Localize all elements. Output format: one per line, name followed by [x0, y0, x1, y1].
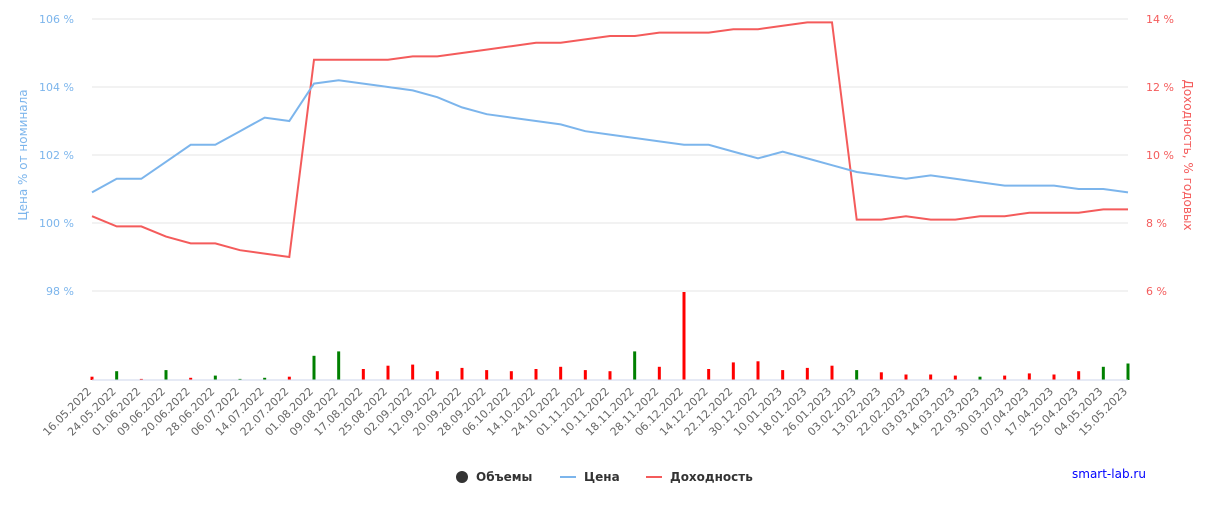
volume-bar[interactable] — [534, 369, 538, 380]
legend-volume-symbol — [456, 471, 468, 483]
volume-bar[interactable] — [213, 375, 217, 380]
volume-bar[interactable] — [337, 351, 341, 380]
volume-bar[interactable] — [633, 351, 637, 380]
left-tick-label: 98 % — [46, 285, 74, 298]
volume-bar[interactable] — [731, 362, 735, 380]
volume-bar[interactable] — [263, 377, 267, 380]
right-tick-label: 8 % — [1146, 217, 1167, 230]
right-axis-ticks: 14 % 12 % 10 % 8 % 6 % — [1146, 13, 1174, 298]
volume-bar[interactable] — [608, 371, 612, 380]
volume-bar[interactable] — [238, 378, 242, 380]
volume-bar[interactable] — [460, 367, 464, 380]
left-tick-label: 104 % — [39, 81, 74, 94]
legend-item-yield[interactable]: Доходность — [646, 470, 753, 484]
legend-price-label: Цена — [584, 470, 620, 484]
volume-bar[interactable] — [164, 370, 168, 380]
volume-bar[interactable] — [781, 370, 785, 380]
series-line-price[interactable] — [91, 79, 1129, 194]
grid-lines — [92, 18, 1128, 292]
volume-bar[interactable] — [978, 376, 982, 380]
volume-bar[interactable] — [509, 371, 513, 380]
volume-bar[interactable] — [386, 365, 390, 380]
volume-bar[interactable] — [904, 374, 908, 381]
volume-bar[interactable] — [435, 371, 439, 380]
legend-volumes-label: Объемы — [476, 470, 532, 484]
volume-bar[interactable] — [312, 355, 316, 380]
right-axis-title: Доходность, % годовых — [1181, 79, 1195, 230]
volume-bar[interactable] — [1077, 371, 1081, 380]
legend-item-volumes[interactable]: Объемы — [456, 470, 532, 484]
x-axis-ticks: 16.05.202224.05.202201.06.202209.06.2022… — [40, 385, 1130, 439]
volume-bar[interactable] — [559, 366, 563, 380]
volume-bars — [90, 292, 1130, 381]
volume-bar[interactable] — [189, 377, 193, 380]
volume-bar[interactable] — [682, 292, 686, 380]
right-tick-label: 6 % — [1146, 285, 1167, 298]
volume-bar[interactable] — [953, 375, 957, 380]
volume-bar[interactable] — [830, 365, 834, 380]
left-axis-title: Цена % от номинала — [16, 89, 30, 220]
volume-bar[interactable] — [411, 364, 415, 380]
volume-bar[interactable] — [1052, 374, 1056, 381]
volume-bar[interactable] — [90, 376, 94, 380]
volume-bar[interactable] — [1101, 366, 1105, 380]
series-line-yield[interactable] — [91, 21, 1128, 259]
volume-bar[interactable] — [139, 378, 143, 380]
volume-bar[interactable] — [657, 366, 661, 380]
legend-item-price[interactable]: Цена — [560, 470, 620, 484]
legend: Объемы Цена Доходность — [456, 470, 753, 484]
left-tick-label: 100 % — [39, 217, 74, 230]
volume-bar[interactable] — [879, 372, 883, 380]
credit-link[interactable]: smart-lab.ru — [1072, 467, 1146, 481]
volume-bar[interactable] — [707, 369, 711, 380]
volume-bar[interactable] — [115, 371, 119, 380]
right-tick-label: 10 % — [1146, 149, 1174, 162]
left-tick-label: 106 % — [39, 13, 74, 26]
volume-bar[interactable] — [929, 374, 933, 381]
legend-yield-label: Доходность — [670, 470, 753, 484]
volume-bar[interactable] — [1003, 375, 1007, 380]
volume-bar[interactable] — [485, 370, 489, 380]
volume-bar[interactable] — [361, 369, 365, 380]
right-tick-label: 14 % — [1146, 13, 1174, 26]
volume-bar[interactable] — [583, 370, 587, 380]
left-tick-label: 102 % — [39, 149, 74, 162]
volume-bar[interactable] — [1126, 363, 1130, 381]
right-tick-label: 12 % — [1146, 81, 1174, 94]
volume-bar[interactable] — [756, 361, 760, 380]
left-axis-ticks: 106 % 104 % 102 % 100 % 98 % — [39, 13, 74, 298]
volume-bar[interactable] — [1027, 373, 1031, 380]
volume-bar[interactable] — [287, 376, 291, 380]
volume-bar[interactable] — [855, 370, 859, 380]
volume-bar[interactable] — [805, 367, 809, 380]
